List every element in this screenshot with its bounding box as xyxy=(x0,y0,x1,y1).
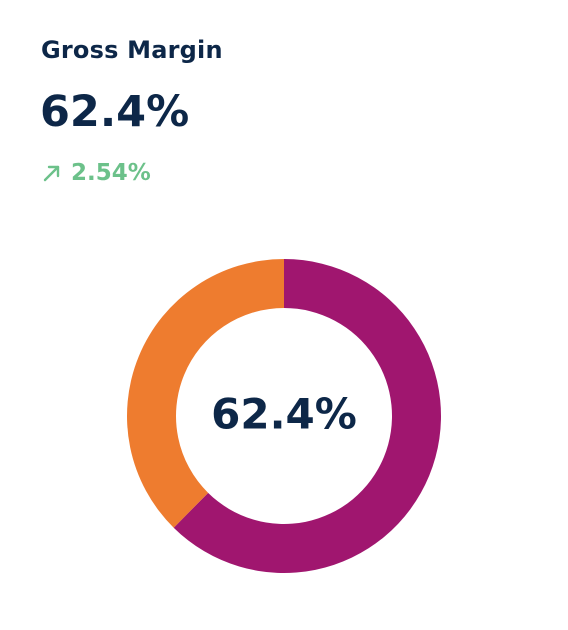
donut-slice-1 xyxy=(173,259,442,573)
arrow-up-right-icon xyxy=(41,162,63,184)
metric-value: 62.4% xyxy=(40,87,190,137)
delta-indicator: 2.54% xyxy=(41,158,151,188)
donut-center-label: 62.4% xyxy=(211,390,357,439)
card-title: Gross Margin xyxy=(41,36,223,64)
donut-slices xyxy=(127,259,442,573)
donut-slice-2 xyxy=(127,259,284,528)
delta-value: 2.54% xyxy=(71,160,151,186)
donut-chart: 62.4% xyxy=(127,259,442,573)
